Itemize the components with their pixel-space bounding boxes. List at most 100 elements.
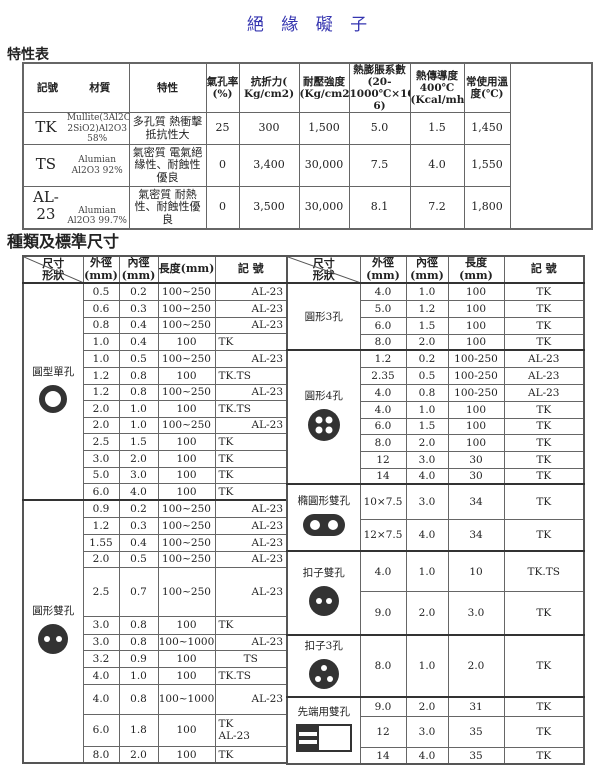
header-compressive: 耐壓強度(Kg/cm2) — [298, 62, 350, 114]
shape-name: 圓型單孔 — [32, 366, 75, 379]
id-cell: 2.0 — [405, 433, 449, 452]
id-cell: 0.8 — [118, 366, 159, 385]
len-cell: 100 — [157, 649, 216, 668]
shape-cell: 圓形雙孔 — [22, 499, 84, 764]
expansion: 5.0 — [348, 112, 411, 146]
id-cell: 4.0 — [405, 746, 449, 765]
shape-cell: 扣子3孔 — [286, 634, 361, 698]
diagonal-divider — [288, 257, 358, 282]
properties-row: TS Alumian Al2O3 92% 氣密質 電氣絕緣性、耐蝕性優良 0 3,400… — [22, 144, 592, 188]
len-cell: 100-250 — [447, 383, 505, 402]
od-cell: 14 — [359, 746, 407, 765]
id-cell: 2.0 — [118, 745, 159, 764]
code-cell: TK — [503, 400, 585, 419]
id-cell: 0.4 — [118, 332, 159, 351]
id-cell: 0.7 — [118, 566, 159, 617]
porosity: 0 — [205, 144, 240, 188]
page-title: 絕 緣 礙 子 — [246, 15, 374, 35]
od-cell: 3.2 — [82, 649, 120, 668]
size-row: 圓型單孔 0.5 0.2 100~250 AL-23 — [22, 282, 288, 501]
len-cell: 100~250 — [157, 516, 216, 535]
code-cell: TK — [503, 483, 585, 520]
size-row: 2.35 0.5 100-250 AL-23 — [287, 366, 585, 385]
len-cell: 35 — [447, 715, 505, 748]
size-row: 4.0 1.0 100 TK.TS — [23, 666, 288, 685]
code-cell: TK — [214, 466, 288, 484]
od-cell: 0.8 — [82, 316, 120, 334]
od-cell: 1.2 — [82, 516, 120, 535]
od-cell: 1.2 — [359, 349, 407, 368]
len-cell: 100~250 — [157, 499, 216, 518]
id-cell: 0.4 — [118, 316, 159, 334]
code-cell: TK — [214, 432, 288, 451]
header-material: 材質 — [89, 82, 111, 95]
len-cell: 100~1000 — [157, 633, 216, 651]
len-cell: 100 — [447, 282, 505, 301]
conductivity: 7.2 — [409, 186, 465, 230]
code-cell: AL-23 — [214, 316, 288, 334]
header-code: 記號 — [37, 82, 58, 95]
id-cell: 0.4 — [118, 533, 159, 552]
len-cell: 100 — [157, 399, 216, 418]
properties-header-row: 記號 材質 特性 氣孔率(%) 抗折力( Kg/cm2) 耐壓強度(Kg/cm2)… — [22, 62, 592, 114]
header-len: 長度(mm) — [447, 255, 505, 285]
id-cell: 1.5 — [405, 417, 449, 435]
size-row: 2.0 1.0 100~250 AL-23 — [23, 416, 288, 434]
sizes-heading: 種類及標準尺寸 — [7, 232, 120, 251]
id-cell: 1.0 — [405, 282, 449, 301]
button-two-hole-icon — [288, 585, 359, 620]
header-size: 尺寸 — [42, 257, 65, 271]
button-three-hole-icon — [288, 658, 359, 693]
id-cell: 3.0 — [405, 450, 449, 469]
size-shape-header: 尺寸 形狀 — [286, 255, 361, 285]
shape-name: 橢圓形雙孔 — [297, 495, 351, 508]
len-cell: 100-250 — [447, 349, 505, 368]
id-cell: 0.3 — [118, 299, 159, 318]
code-cell: AL-23 — [214, 516, 288, 535]
shape-cell: 扣子雙孔 — [286, 550, 361, 636]
code-cell: TK — [503, 634, 585, 698]
od-cell: 2.0 — [82, 399, 120, 418]
code-cell: TK.TS — [214, 399, 288, 418]
len-cell: 100 — [447, 417, 505, 435]
flexural: 3,400 — [238, 144, 300, 188]
ring-single-hole-icon — [24, 384, 82, 417]
id-cell: 0.8 — [118, 683, 159, 715]
len-cell: 100 — [157, 615, 216, 635]
size-row: 1.2 0.8 100 TK.TS — [23, 366, 288, 385]
od-cell: 12 — [359, 450, 407, 469]
code-material-cell: AL-23 Alumian Al2O3 99.7% — [22, 186, 129, 230]
header-shape: 形狀 — [312, 268, 335, 282]
od-cell: 1.2 — [82, 366, 120, 385]
shape-cell: 橢圓形雙孔 — [286, 483, 361, 552]
id-cell: 0.2 — [118, 282, 159, 301]
header-expansion: 熱膨脹系數(20-1000℃×10-6) — [348, 62, 411, 114]
id-cell: 1.2 — [405, 299, 449, 318]
code-cell: TK — [503, 450, 585, 469]
header-id: 內徑(mm) — [118, 255, 159, 285]
len-cell: 100 — [447, 400, 505, 419]
material: Alumian Al2O3 92% — [71, 155, 123, 176]
code-cell: TK — [503, 282, 585, 301]
size-row: 1.55 0.4 100~250 AL-23 — [23, 533, 288, 552]
shape-name: 圓形4孔 — [304, 389, 343, 402]
id-cell: 1.5 — [405, 316, 449, 335]
size-row: 3.2 0.9 100 TS — [23, 649, 288, 668]
header-conductivity: 熱傳導度400℃(Kcal/mh℃) — [409, 62, 465, 114]
code-cell: AL-23 — [214, 299, 288, 318]
feature: 氣密質 耐熱性、耐蝕性優良 — [128, 186, 207, 230]
header-temp: 常使用溫度(℃) — [463, 62, 511, 114]
code-material-cell: TS Alumian Al2O3 92% — [22, 144, 129, 188]
len-cell: 100 — [447, 333, 505, 351]
id-cell: 0.9 — [118, 649, 159, 668]
code-cell: AL-23 — [503, 366, 585, 385]
id-cell: 1.0 — [405, 634, 449, 698]
code-cell: TK — [214, 332, 288, 351]
conductivity: 1.5 — [409, 112, 465, 146]
size-row: 14 4.0 30 TK — [287, 467, 585, 485]
od-cell: 6.0 — [82, 482, 120, 501]
compressive: 30,000 — [298, 144, 350, 188]
header-code: 記 號 — [214, 255, 288, 285]
od-cell: 0.6 — [82, 299, 120, 318]
temp: 1,450 — [463, 112, 511, 146]
